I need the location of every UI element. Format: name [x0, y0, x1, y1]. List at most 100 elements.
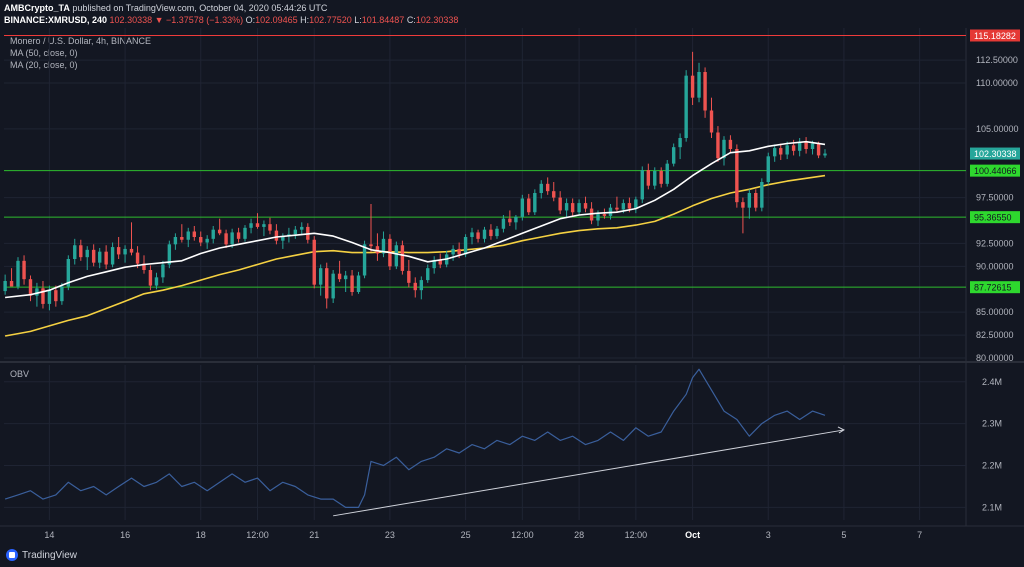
close-key: C: [406, 15, 416, 25]
candle-down [709, 110, 714, 133]
time-tick-label: 18 [196, 530, 206, 540]
ma20-line [5, 140, 826, 299]
candle-up [797, 141, 802, 151]
publisher-name: AMBCrypto_TA [4, 3, 70, 13]
candle-up [318, 268, 323, 285]
obv-line [4, 368, 826, 508]
last-price-text: 102.30338 [109, 15, 153, 25]
price-tick-label: 80.00000 [976, 353, 1014, 363]
candle-down [104, 251, 108, 265]
candle-up [186, 231, 190, 240]
candle-up [73, 245, 77, 259]
candle-down [646, 170, 651, 186]
candle-up [577, 203, 581, 213]
price-tick-label: 112.50000 [976, 55, 1018, 65]
candle-up [640, 170, 644, 200]
time-tick-label: 12:00 [625, 530, 648, 540]
symbol-label: BINANCE:XMRUSD, 240 [4, 15, 108, 25]
candle-up [356, 275, 361, 292]
candle-down [236, 232, 241, 239]
candle-up [810, 143, 815, 149]
legend-ma50[interactable]: MA (50, close, 0) [10, 48, 78, 58]
candle-down [703, 72, 707, 111]
candle-down [217, 229, 222, 234]
candle-down [457, 248, 461, 255]
tradingview-footer[interactable]: TradingView [6, 549, 77, 561]
price-tick-label: 97.50000 [976, 193, 1014, 203]
candle-down [659, 171, 663, 184]
candle-up [514, 216, 518, 223]
candle-down [116, 247, 121, 255]
candle-down [350, 275, 354, 292]
candle-up [772, 148, 777, 157]
time-tick-label: 12:00 [246, 530, 269, 540]
high-key: H: [300, 15, 310, 25]
candle-down [545, 183, 550, 192]
candle-up [634, 199, 638, 209]
candle-up [85, 249, 89, 258]
candle-up [161, 264, 165, 278]
obv-tick-label: 2.4M [982, 377, 1002, 387]
candle-up [343, 275, 348, 280]
candle-down [369, 244, 373, 247]
candle-up [35, 288, 39, 296]
candle-down [407, 270, 411, 283]
price-tick-label: 92.50000 [976, 238, 1014, 248]
candle-up [262, 224, 266, 227]
price-level-badge-bg [970, 164, 1020, 177]
candle-down [728, 139, 733, 149]
candle-up [123, 248, 127, 255]
price-level-badge-bg [970, 29, 1020, 42]
price-tick-label: 82.50000 [976, 330, 1014, 340]
low-value: 101.84487 [361, 15, 405, 25]
obv-pane-label[interactable]: OBV [10, 369, 30, 379]
candle-up [596, 214, 600, 221]
candle-down [602, 214, 607, 216]
price-level-badge: 87.72615 [974, 283, 1012, 293]
candle-down [255, 223, 260, 227]
time-tick-label: 7 [917, 530, 922, 540]
candle-up [16, 260, 20, 287]
price-level-badge-bg [970, 211, 1020, 224]
chart-legend-title[interactable]: Monero / U.S. Dollar, 4h, BINANCE [10, 36, 152, 46]
candle-down [804, 141, 808, 149]
time-tick-label: 3 [766, 530, 771, 540]
price-level-badge: 95.36550 [974, 213, 1012, 223]
candle-down [142, 263, 146, 270]
candle-up [564, 203, 569, 211]
time-tick-label: 12:00 [511, 530, 534, 540]
candle-up [495, 228, 499, 237]
price-level-badge-bg [970, 281, 1020, 294]
tradingview-brand: TradingView [22, 549, 78, 561]
price-tick-label: 90.00000 [976, 261, 1014, 271]
ma50-line [4, 174, 826, 337]
candle-up [747, 193, 752, 208]
candle-up [451, 248, 455, 255]
legend-ma20[interactable]: MA (20, close, 0) [10, 60, 78, 70]
candle-up [331, 273, 335, 299]
candle-down [508, 218, 512, 223]
candle-up [211, 229, 215, 239]
candle-down [192, 231, 197, 237]
candle-down [199, 237, 203, 243]
candle-down [816, 143, 821, 156]
candle-down [274, 230, 279, 241]
candle-down [9, 281, 14, 287]
price-level-badge: 115.18282 [974, 31, 1016, 41]
candle-up [678, 138, 682, 148]
candle-up [426, 268, 430, 281]
obv-tick-label: 2.3M [982, 419, 1002, 429]
candle-down [224, 233, 228, 245]
time-tick-label: 25 [461, 530, 471, 540]
candle-down [615, 207, 619, 210]
open-value: 102.09465 [255, 15, 298, 25]
candle-up [300, 226, 304, 230]
obv-trendline [333, 429, 845, 517]
candle-up [470, 232, 474, 237]
candle-up [281, 236, 285, 241]
candle-up [533, 193, 537, 213]
candle-down [627, 203, 632, 209]
candle-up [173, 237, 178, 245]
candle-up [760, 182, 764, 208]
